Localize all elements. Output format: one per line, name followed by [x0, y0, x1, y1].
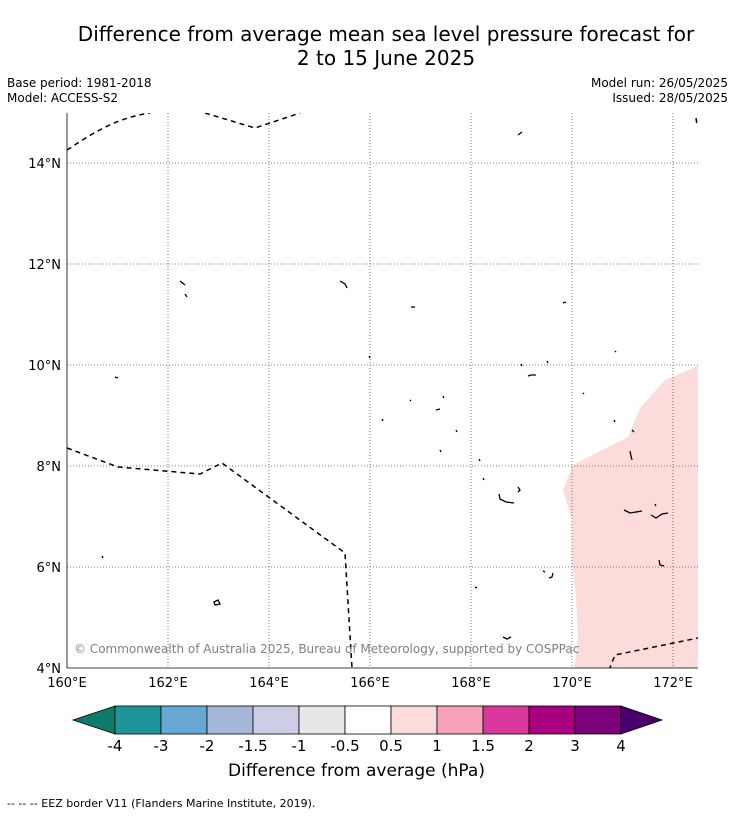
base-period: Base period: 1981-2018: [7, 76, 152, 90]
island: [482, 477, 485, 481]
eez-border-south-east: [608, 637, 698, 668]
colorbar-swatch: [206, 705, 254, 735]
island: [184, 293, 188, 298]
colorbar-swatch: [390, 705, 438, 735]
colorbar-tick-label: -3: [154, 737, 169, 755]
island: [455, 429, 458, 433]
island: [658, 559, 665, 567]
lat-tick-label: 14°N: [28, 157, 61, 172]
colorbar-swatch: [252, 705, 300, 735]
colorbar: -4 -3 -2 -1.5 -1 -0.5 0.5 1 1.5 2 3 4: [71, 705, 664, 755]
colorbar-tick-label: -1.5: [238, 737, 267, 755]
island: [179, 280, 186, 286]
island: [439, 449, 442, 453]
colorbar-swatch: [528, 705, 576, 735]
lon-tick-label: 172°E: [653, 676, 693, 691]
island: [613, 419, 616, 423]
eez-borders: [67, 113, 698, 668]
island: [614, 350, 617, 353]
colorbar-swatch: [344, 705, 392, 735]
title-line-2: 2 to 15 June 2025: [296, 46, 476, 70]
colorbar-tick-label: 1: [432, 737, 442, 755]
island: [582, 392, 585, 395]
eez-border-west: [67, 447, 353, 668]
pressure-anomaly-area: [563, 366, 698, 668]
colorbar-tick-label: 4: [616, 737, 626, 755]
meta-right: Model run: 26/05/2025 Issued: 28/05/2025: [591, 76, 728, 106]
island: [213, 599, 221, 606]
islands: [101, 131, 669, 640]
gridlines: [67, 113, 698, 668]
lon-tick-label: 162°E: [148, 676, 188, 691]
island: [520, 363, 523, 367]
island: [478, 458, 481, 462]
island: [650, 512, 669, 519]
colorbar-tick-label: 0.5: [379, 737, 403, 755]
issued-date: Issued: 28/05/2025: [612, 91, 728, 105]
island: [114, 376, 119, 379]
lon-tick-label: 168°E: [451, 676, 491, 691]
eez-legend-note: -- -- -- EEZ border V11 (Flanders Marine…: [7, 797, 316, 810]
colorbar-tick-label: -2: [200, 737, 215, 755]
island: [517, 486, 521, 493]
forecast-map: 160°E 162°E 164°E 166°E 168°E 170°E 172°…: [28, 113, 698, 755]
title-line-1: Difference from average mean sea level p…: [77, 22, 695, 46]
island: [101, 555, 104, 559]
island: [442, 395, 445, 399]
island: [409, 399, 412, 402]
colorbar-tick-label: 1.5: [471, 737, 495, 755]
eez-border-north-east: [695, 117, 698, 126]
lon-tick-label: 166°E: [350, 676, 390, 691]
island: [548, 572, 554, 579]
colorbar-swatch: [160, 705, 208, 735]
lat-tick-label: 6°N: [37, 561, 62, 576]
chart-title: Difference from average mean sea level p…: [0, 22, 736, 70]
lat-tick-label: 8°N: [37, 460, 62, 475]
colorbar-tick-label: -4: [108, 737, 123, 755]
eez-border-north: [204, 113, 301, 129]
colorbar-swatch: [620, 705, 664, 735]
island: [381, 418, 384, 422]
lon-tick-label: 170°E: [552, 676, 592, 691]
model-run: Model run: 26/05/2025: [590, 76, 728, 90]
island: [474, 586, 478, 589]
island: [562, 301, 567, 304]
lat-tick-label: 4°N: [37, 662, 62, 677]
island: [517, 131, 523, 136]
island: [502, 636, 512, 640]
island: [546, 360, 549, 364]
colorbar-tick-label: -1: [292, 737, 307, 755]
colorbar-label: Difference from average (hPa): [228, 761, 485, 781]
island: [435, 408, 441, 411]
lat-tick-label: 10°N: [28, 359, 61, 374]
island: [631, 429, 635, 433]
colorbar-tick-label: -0.5: [330, 737, 359, 755]
model-name: Model: ACCESS-S2: [7, 91, 119, 105]
copyright-notice: © Commonwealth of Australia 2025, Bureau…: [74, 642, 579, 656]
meta-left: Base period: 1981-2018 Model: ACCESS-S2: [7, 76, 152, 106]
colorbar-swatch: [114, 705, 162, 735]
island: [339, 280, 348, 289]
island: [654, 503, 657, 507]
colorbar-swatch: [71, 705, 116, 735]
colorbar-tick-label: 3: [570, 737, 580, 755]
island: [498, 493, 515, 504]
colorbar-tick-label: 2: [524, 737, 534, 755]
island: [623, 509, 643, 514]
lat-tick-label: 12°N: [28, 258, 61, 273]
island: [368, 355, 371, 359]
eez-border-north-west: [67, 113, 151, 151]
lon-tick-label: 160°E: [47, 676, 87, 691]
colorbar-swatch: [298, 705, 346, 735]
island: [527, 374, 536, 377]
lon-tick-label: 164°E: [249, 676, 289, 691]
colorbar-swatch: [482, 705, 530, 735]
colorbar-swatch: [436, 705, 484, 735]
island: [629, 450, 633, 461]
colorbar-swatch: [574, 705, 622, 735]
island: [542, 570, 546, 573]
